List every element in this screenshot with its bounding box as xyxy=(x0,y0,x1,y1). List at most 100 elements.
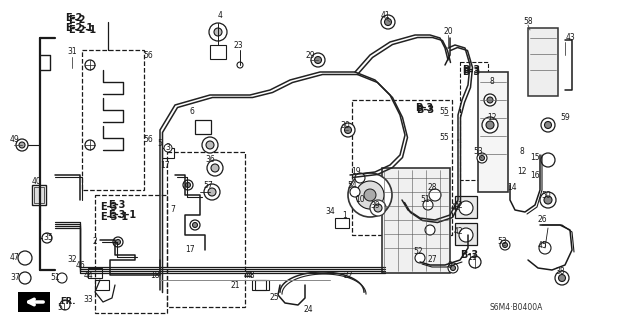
Text: 34: 34 xyxy=(325,207,335,217)
Text: 19: 19 xyxy=(351,167,361,176)
Text: 56: 56 xyxy=(143,136,153,145)
Circle shape xyxy=(500,240,510,250)
Bar xyxy=(95,280,109,290)
Circle shape xyxy=(19,142,25,148)
Text: 53: 53 xyxy=(473,147,483,157)
Text: E-3: E-3 xyxy=(108,200,125,210)
Text: 55: 55 xyxy=(439,133,449,143)
Circle shape xyxy=(208,188,216,196)
Bar xyxy=(88,268,102,278)
Circle shape xyxy=(206,141,214,149)
Circle shape xyxy=(486,121,494,129)
Circle shape xyxy=(85,60,95,70)
Circle shape xyxy=(541,118,555,132)
Text: 32: 32 xyxy=(67,256,77,264)
Text: 41: 41 xyxy=(380,11,390,19)
Bar xyxy=(82,50,144,190)
Text: E-2: E-2 xyxy=(68,15,85,25)
Text: 55: 55 xyxy=(439,108,449,116)
Text: 21: 21 xyxy=(230,280,240,290)
Text: 35: 35 xyxy=(43,234,53,242)
Text: 2: 2 xyxy=(93,238,97,247)
Text: E-3: E-3 xyxy=(100,202,117,212)
Circle shape xyxy=(344,127,351,133)
Text: 7: 7 xyxy=(171,205,175,214)
Circle shape xyxy=(350,187,360,197)
Text: E-3-1: E-3-1 xyxy=(100,212,128,222)
Text: 15: 15 xyxy=(530,153,540,162)
Text: 49: 49 xyxy=(9,136,19,145)
Text: 36: 36 xyxy=(205,155,215,165)
Bar xyxy=(255,280,269,290)
Bar xyxy=(32,185,46,205)
Circle shape xyxy=(545,122,552,129)
Circle shape xyxy=(385,19,392,26)
Circle shape xyxy=(423,200,433,210)
Circle shape xyxy=(113,237,123,247)
Circle shape xyxy=(207,160,223,176)
Text: 57: 57 xyxy=(203,181,213,189)
Text: 51: 51 xyxy=(420,196,430,204)
Bar xyxy=(478,72,508,192)
Text: 26: 26 xyxy=(537,216,547,225)
Circle shape xyxy=(469,256,481,268)
Bar xyxy=(162,148,174,158)
Circle shape xyxy=(544,196,552,204)
Circle shape xyxy=(164,144,172,152)
Text: 51: 51 xyxy=(57,303,67,313)
Circle shape xyxy=(348,173,392,217)
Circle shape xyxy=(364,189,376,201)
Text: 51: 51 xyxy=(50,273,60,283)
Bar xyxy=(167,152,245,307)
Bar xyxy=(382,168,450,273)
Text: E-3-1: E-3-1 xyxy=(108,210,136,220)
Text: 45: 45 xyxy=(537,241,547,249)
Bar xyxy=(335,218,349,228)
Text: 11: 11 xyxy=(467,254,477,263)
Text: 44: 44 xyxy=(243,271,253,279)
Text: 3: 3 xyxy=(166,144,170,152)
Circle shape xyxy=(448,263,458,273)
Circle shape xyxy=(487,97,493,103)
Circle shape xyxy=(381,15,395,29)
Circle shape xyxy=(484,94,496,106)
Text: 56: 56 xyxy=(143,50,153,60)
Text: 53: 53 xyxy=(497,238,507,247)
Text: 20: 20 xyxy=(443,27,453,36)
Text: 47: 47 xyxy=(10,254,20,263)
Circle shape xyxy=(19,272,31,284)
Text: 14: 14 xyxy=(507,183,517,192)
Circle shape xyxy=(540,192,556,208)
Circle shape xyxy=(370,200,386,216)
Text: 4: 4 xyxy=(218,11,223,19)
Text: 42: 42 xyxy=(453,201,463,210)
Bar xyxy=(528,28,558,96)
Circle shape xyxy=(341,123,355,137)
Circle shape xyxy=(502,242,508,248)
Text: 23: 23 xyxy=(233,41,243,49)
Text: 29: 29 xyxy=(305,50,315,60)
Circle shape xyxy=(202,137,218,153)
Circle shape xyxy=(193,222,198,227)
Circle shape xyxy=(477,153,487,163)
Text: 8: 8 xyxy=(490,78,494,86)
Circle shape xyxy=(18,251,32,265)
Text: 17: 17 xyxy=(185,246,195,255)
Circle shape xyxy=(209,23,227,41)
Text: 42: 42 xyxy=(450,204,460,212)
Text: S6M4·B0400A: S6M4·B0400A xyxy=(490,303,543,313)
Text: 27: 27 xyxy=(427,256,437,264)
Circle shape xyxy=(539,242,551,254)
Circle shape xyxy=(60,300,70,310)
Circle shape xyxy=(16,139,28,151)
Circle shape xyxy=(214,28,222,36)
Bar xyxy=(210,45,226,59)
Text: 40: 40 xyxy=(31,177,41,187)
Text: 5: 5 xyxy=(157,138,163,147)
Bar xyxy=(455,223,477,245)
Circle shape xyxy=(415,253,425,263)
Text: 58: 58 xyxy=(523,18,533,26)
Text: FR.: FR. xyxy=(60,298,76,307)
Text: 24: 24 xyxy=(303,306,313,315)
Circle shape xyxy=(555,271,569,285)
